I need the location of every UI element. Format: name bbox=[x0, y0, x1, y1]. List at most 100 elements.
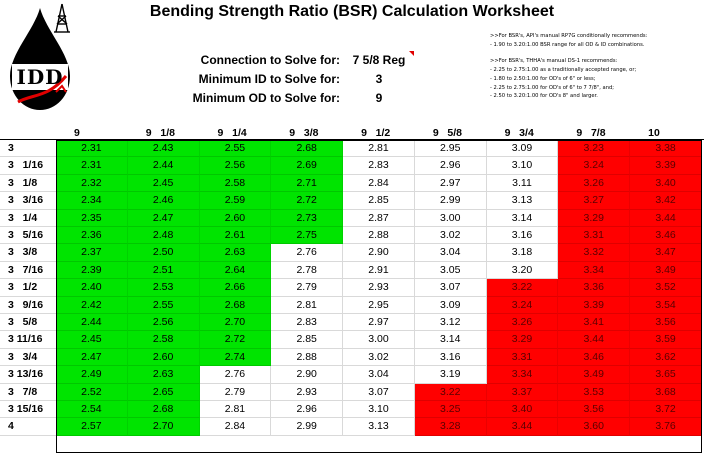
bsr-value-cell[interactable]: 2.68 bbox=[127, 401, 200, 419]
bsr-value-cell[interactable]: 2.95 bbox=[414, 140, 487, 158]
bsr-value-cell[interactable]: 3.34 bbox=[486, 366, 559, 384]
bsr-value-cell[interactable]: 2.81 bbox=[343, 140, 415, 158]
bsr-value-cell[interactable]: 3.34 bbox=[558, 261, 631, 280]
bsr-value-cell[interactable]: 2.66 bbox=[199, 279, 272, 297]
bsr-value-cell[interactable]: 2.74 bbox=[199, 348, 272, 367]
bsr-value-cell[interactable]: 2.90 bbox=[271, 366, 344, 384]
bsr-value-cell[interactable]: 2.81 bbox=[199, 401, 272, 419]
bsr-value-cell[interactable]: 3.60 bbox=[558, 418, 631, 436]
id-label-cell[interactable]: 3 7/16 bbox=[0, 261, 56, 280]
bsr-value-cell[interactable]: 2.83 bbox=[343, 157, 415, 175]
bsr-value-cell[interactable]: 3.42 bbox=[630, 192, 702, 210]
bsr-value-cell[interactable]: 2.58 bbox=[127, 331, 200, 349]
id-label-cell[interactable]: 3 3/8 bbox=[0, 244, 56, 262]
bsr-value-cell[interactable]: 2.91 bbox=[343, 261, 415, 280]
bsr-value-cell[interactable]: 2.57 bbox=[56, 418, 128, 436]
min-id-value-cell[interactable]: 3 bbox=[344, 70, 414, 88]
bsr-value-cell[interactable]: 3.39 bbox=[630, 157, 702, 175]
bsr-value-cell[interactable]: 2.83 bbox=[271, 314, 344, 332]
bsr-value-cell[interactable]: 2.79 bbox=[271, 279, 344, 297]
bsr-value-cell[interactable]: 3.07 bbox=[414, 279, 487, 297]
bsr-value-cell[interactable]: 2.64 bbox=[199, 261, 272, 280]
bsr-value-cell[interactable]: 2.48 bbox=[127, 227, 200, 245]
bsr-value-cell[interactable]: 3.52 bbox=[630, 279, 702, 297]
bsr-value-cell[interactable]: 2.71 bbox=[271, 174, 344, 193]
bsr-value-cell[interactable]: 2.31 bbox=[56, 157, 128, 175]
bsr-value-cell[interactable]: 3.46 bbox=[558, 348, 631, 367]
bsr-value-cell[interactable]: 2.87 bbox=[343, 209, 415, 227]
bsr-value-cell[interactable]: 3.25 bbox=[414, 401, 487, 419]
bsr-value-cell[interactable]: 3.19 bbox=[414, 366, 487, 384]
id-label-cell[interactable]: 3 3/16 bbox=[0, 192, 56, 210]
id-label-cell[interactable]: 3 5/8 bbox=[0, 314, 56, 332]
bsr-value-cell[interactable]: 3.32 bbox=[558, 244, 631, 262]
bsr-value-cell[interactable]: 2.99 bbox=[271, 418, 344, 436]
bsr-value-cell[interactable]: 2.76 bbox=[199, 366, 272, 384]
bsr-value-cell[interactable]: 2.42 bbox=[56, 296, 128, 314]
bsr-value-cell[interactable]: 2.49 bbox=[56, 366, 128, 384]
bsr-value-cell[interactable]: 2.55 bbox=[199, 140, 272, 158]
bsr-value-cell[interactable]: 3.26 bbox=[486, 314, 559, 332]
bsr-value-cell[interactable]: 3.10 bbox=[343, 401, 415, 419]
bsr-value-cell[interactable]: 2.72 bbox=[271, 192, 344, 210]
bsr-value-cell[interactable]: 3.24 bbox=[558, 157, 631, 175]
bsr-value-cell[interactable]: 2.61 bbox=[199, 227, 272, 245]
bsr-value-cell[interactable]: 3.12 bbox=[414, 314, 487, 332]
id-label-cell[interactable]: 3 1/16 bbox=[0, 157, 56, 175]
od-header-cell[interactable]: 9 1/2 bbox=[361, 127, 391, 139]
bsr-value-cell[interactable]: 3.18 bbox=[486, 244, 559, 262]
bsr-value-cell[interactable]: 2.53 bbox=[127, 279, 200, 297]
bsr-value-cell[interactable]: 2.47 bbox=[56, 348, 128, 367]
bsr-value-cell[interactable]: 3.37 bbox=[486, 383, 559, 401]
bsr-value-cell[interactable]: 2.79 bbox=[199, 383, 272, 401]
bsr-value-cell[interactable]: 2.85 bbox=[343, 192, 415, 210]
bsr-value-cell[interactable]: 2.88 bbox=[271, 348, 344, 367]
bsr-value-cell[interactable]: 2.85 bbox=[271, 331, 344, 349]
id-label-cell[interactable]: 3 1/8 bbox=[0, 174, 56, 193]
bsr-value-cell[interactable]: 2.58 bbox=[199, 174, 272, 193]
bsr-value-cell[interactable]: 3.22 bbox=[414, 383, 487, 401]
bsr-value-cell[interactable]: 2.96 bbox=[271, 401, 344, 419]
bsr-value-cell[interactable]: 2.44 bbox=[56, 314, 128, 332]
bsr-value-cell[interactable]: 2.55 bbox=[127, 296, 200, 314]
bsr-value-cell[interactable]: 3.56 bbox=[558, 401, 631, 419]
od-header-cell[interactable]: 9 5/8 bbox=[432, 127, 463, 139]
bsr-value-cell[interactable]: 2.75 bbox=[271, 227, 344, 245]
bsr-value-cell[interactable]: 2.72 bbox=[199, 331, 272, 349]
id-label-cell[interactable]: 3 3/4 bbox=[0, 348, 56, 367]
bsr-value-cell[interactable]: 2.73 bbox=[271, 209, 344, 227]
bsr-value-cell[interactable]: 3.38 bbox=[630, 140, 702, 158]
bsr-value-cell[interactable]: 3.00 bbox=[343, 331, 415, 349]
id-label-cell[interactable]: 3 1/4 bbox=[0, 209, 56, 227]
bsr-value-cell[interactable]: 2.43 bbox=[127, 140, 200, 158]
bsr-value-cell[interactable]: 2.50 bbox=[127, 244, 200, 262]
bsr-value-cell[interactable]: 2.93 bbox=[271, 383, 344, 401]
bsr-value-cell[interactable]: 3.47 bbox=[630, 244, 702, 262]
bsr-value-cell[interactable]: 3.44 bbox=[630, 209, 702, 227]
bsr-value-cell[interactable]: 3.44 bbox=[486, 418, 559, 436]
bsr-value-cell[interactable]: 3.04 bbox=[343, 366, 415, 384]
bsr-value-cell[interactable]: 2.88 bbox=[343, 227, 415, 245]
bsr-value-cell[interactable]: 2.97 bbox=[343, 314, 415, 332]
bsr-value-cell[interactable]: 2.37 bbox=[56, 244, 128, 262]
bsr-value-cell[interactable]: 2.81 bbox=[271, 296, 344, 314]
bsr-value-cell[interactable]: 2.95 bbox=[343, 296, 415, 314]
id-label-cell[interactable]: 3 7/8 bbox=[0, 383, 56, 401]
bsr-value-cell[interactable]: 3.13 bbox=[343, 418, 415, 436]
bsr-value-cell[interactable]: 3.24 bbox=[486, 296, 559, 314]
od-header-cell[interactable]: 10 bbox=[648, 127, 660, 139]
bsr-value-cell[interactable]: 3.31 bbox=[486, 348, 559, 367]
od-header-cell[interactable]: 9 bbox=[74, 127, 80, 139]
bsr-value-cell[interactable]: 2.31 bbox=[56, 140, 128, 158]
bsr-value-cell[interactable]: 3.09 bbox=[486, 140, 559, 158]
bsr-value-cell[interactable]: 2.90 bbox=[343, 244, 415, 262]
bsr-value-cell[interactable]: 3.36 bbox=[558, 279, 631, 297]
bsr-value-cell[interactable]: 2.96 bbox=[414, 157, 487, 175]
bsr-value-cell[interactable]: 3.22 bbox=[486, 279, 559, 297]
bsr-value-cell[interactable]: 2.39 bbox=[56, 261, 128, 280]
bsr-value-cell[interactable]: 3.29 bbox=[486, 331, 559, 349]
id-label-cell[interactable]: 3 9/16 bbox=[0, 296, 56, 314]
bsr-value-cell[interactable]: 3.14 bbox=[486, 209, 559, 227]
bsr-value-cell[interactable]: 3.41 bbox=[558, 314, 631, 332]
bsr-value-cell[interactable]: 3.46 bbox=[630, 227, 702, 245]
